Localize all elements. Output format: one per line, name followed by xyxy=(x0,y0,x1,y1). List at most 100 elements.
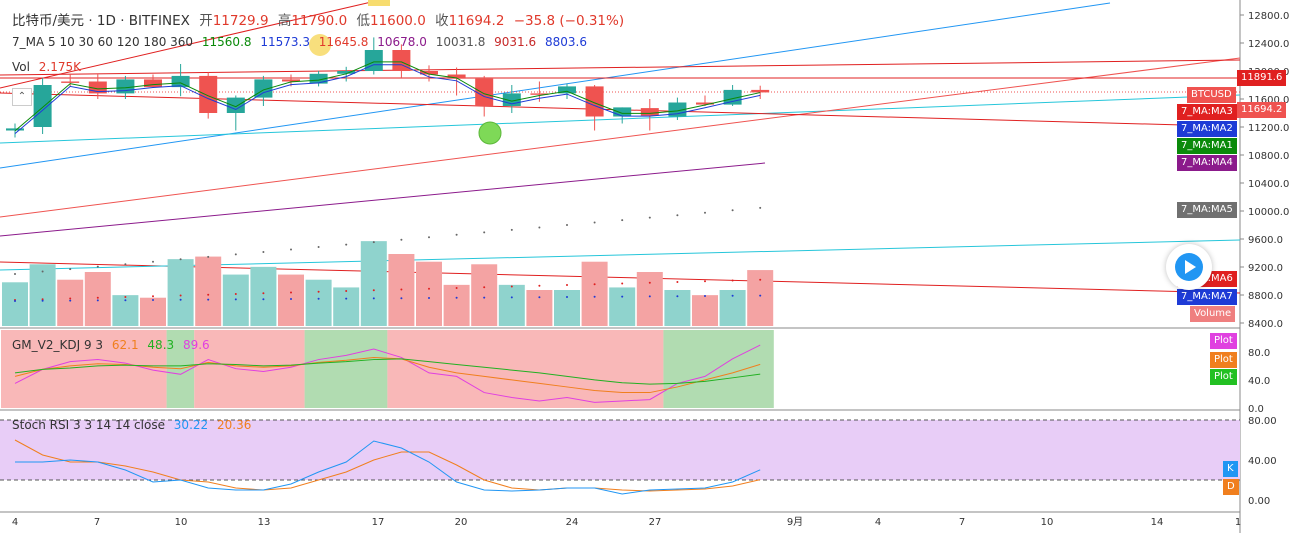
ma7-dot xyxy=(207,298,210,301)
kdj-zone xyxy=(194,330,305,408)
x-tick-label: 24 xyxy=(566,517,579,528)
volume-legend[interactable]: Vol 2.175K xyxy=(12,60,86,74)
ma1-value: 11560.8 xyxy=(201,35,252,49)
volume-bar xyxy=(2,282,28,326)
ma7-dot xyxy=(234,298,237,301)
ma7-dot xyxy=(69,299,72,302)
ma6-dot xyxy=(372,289,375,292)
candle-body xyxy=(640,108,659,116)
ma7-dot xyxy=(317,297,320,300)
rsi-tick-label: 0.00 xyxy=(1248,496,1270,507)
ma1-line xyxy=(14,61,761,132)
x-tick-label: 7 xyxy=(94,517,100,528)
high-value: 11790.0 xyxy=(291,13,348,29)
kdj-axis-tag: Plot xyxy=(1210,352,1237,368)
low-value: 11600.0 xyxy=(369,13,426,29)
ma6-dot xyxy=(207,293,210,296)
volume-bar xyxy=(498,284,525,326)
stoch-rsi-legend[interactable]: Stoch RSI 3 3 14 14 close 30.22 20.36 xyxy=(12,418,256,432)
candle-body xyxy=(585,86,604,117)
x-tick-label: 10 xyxy=(1041,517,1054,528)
ma6-dot xyxy=(483,286,486,289)
play-button[interactable] xyxy=(1166,244,1212,290)
ma6-dot xyxy=(152,295,154,298)
ma7-dot xyxy=(455,296,458,299)
ma6-dot xyxy=(262,292,265,295)
ma7-value: 8803.6 xyxy=(544,35,587,49)
x-tick-label: 20 xyxy=(455,517,468,528)
volume-bar xyxy=(140,297,166,326)
collapse-legend-button[interactable]: ⌃ xyxy=(12,88,32,106)
ma7-dot xyxy=(345,297,348,300)
kdj-axis-tag: Plot xyxy=(1210,369,1237,385)
ma6-dot xyxy=(759,278,762,281)
trend-line xyxy=(0,162,766,237)
kdj-d-value: 48.3 xyxy=(147,338,175,352)
candle-body xyxy=(475,78,494,106)
volume-bar xyxy=(609,287,636,326)
rsi-band xyxy=(0,420,1240,480)
rsi-d-value: 20.36 xyxy=(216,418,252,432)
ma6-dot xyxy=(538,284,541,287)
volume-bar xyxy=(416,261,442,326)
ma5-dot xyxy=(14,273,16,275)
change-value: −35.8 (−0.31%) xyxy=(513,13,625,29)
high-label: 高 xyxy=(277,13,292,29)
ma5-dot xyxy=(566,224,568,226)
ma5-dot xyxy=(317,246,320,249)
ma5-dot xyxy=(510,228,513,231)
ma-legend[interactable]: 7_MA 5 10 30 60 120 180 360 11560.8 1157… xyxy=(12,35,592,49)
trend-line xyxy=(0,0,381,89)
ma7-dot xyxy=(593,295,596,298)
low-label: 低 xyxy=(356,13,370,29)
axis-tag: 7_MA:MA1 xyxy=(1177,138,1237,154)
axis-tag: 7_MA:MA4 xyxy=(1177,155,1237,171)
open-label: 开 xyxy=(199,13,213,29)
candle-body xyxy=(558,86,576,94)
ma5-dot xyxy=(483,231,486,234)
ma6-dot xyxy=(621,282,624,285)
rsi-k-value: 30.22 xyxy=(173,418,209,432)
rsi-tick-label: 40.00 xyxy=(1248,456,1277,467)
ma5-dot xyxy=(731,209,734,212)
ma7-dot xyxy=(428,297,430,299)
kdj-k-value: 62.1 xyxy=(111,338,139,352)
ma4-value: 10678.0 xyxy=(377,35,427,49)
volume-bar xyxy=(692,295,718,326)
volume-bar xyxy=(305,279,332,326)
ma5-dot xyxy=(648,216,651,219)
candle-body xyxy=(530,93,549,95)
volume-bar xyxy=(278,274,304,326)
rsi-d-line xyxy=(14,439,761,492)
x-tick-label: 4 xyxy=(875,517,881,528)
ma3-value: 11645.8 xyxy=(318,35,369,49)
price-tick-label: 11600.0 xyxy=(1248,95,1289,106)
candle-body xyxy=(392,50,411,71)
kdj-legend[interactable]: GM_V2_KDJ 9 3 62.1 48.3 89.6 xyxy=(12,338,215,352)
ma7-dot xyxy=(648,295,651,298)
ma5-dot xyxy=(69,268,72,271)
ma6-dot xyxy=(593,283,596,286)
ma7-dot xyxy=(96,299,99,302)
ma7-dot xyxy=(124,299,127,302)
symbol-legend: 比特币/美元 · 1D · BITFINEX 开11729.9 高11790.0… xyxy=(12,9,629,29)
ma5-dot xyxy=(704,211,706,214)
candle-body xyxy=(226,97,245,113)
candle-body xyxy=(88,81,107,94)
ma6-dot xyxy=(455,287,458,289)
kdj-zone xyxy=(1,330,167,408)
price-tick-label: 8800.0 xyxy=(1248,291,1283,302)
x-tick-label: 10 xyxy=(175,517,188,528)
volume-legend-value: 2.175K xyxy=(38,60,82,74)
ma5-dot xyxy=(400,238,403,241)
candle-body xyxy=(613,107,632,117)
ma7-dot xyxy=(290,298,292,300)
volume-bar xyxy=(57,279,84,326)
ma5-dot xyxy=(124,263,127,266)
x-tick-label: 7 xyxy=(959,517,965,528)
price-tick-label: 8400.0 xyxy=(1248,319,1283,330)
price-tick-label: 9200.0 xyxy=(1248,263,1283,274)
ma6-value: 9031.6 xyxy=(494,35,537,49)
trend-line xyxy=(0,59,1241,76)
